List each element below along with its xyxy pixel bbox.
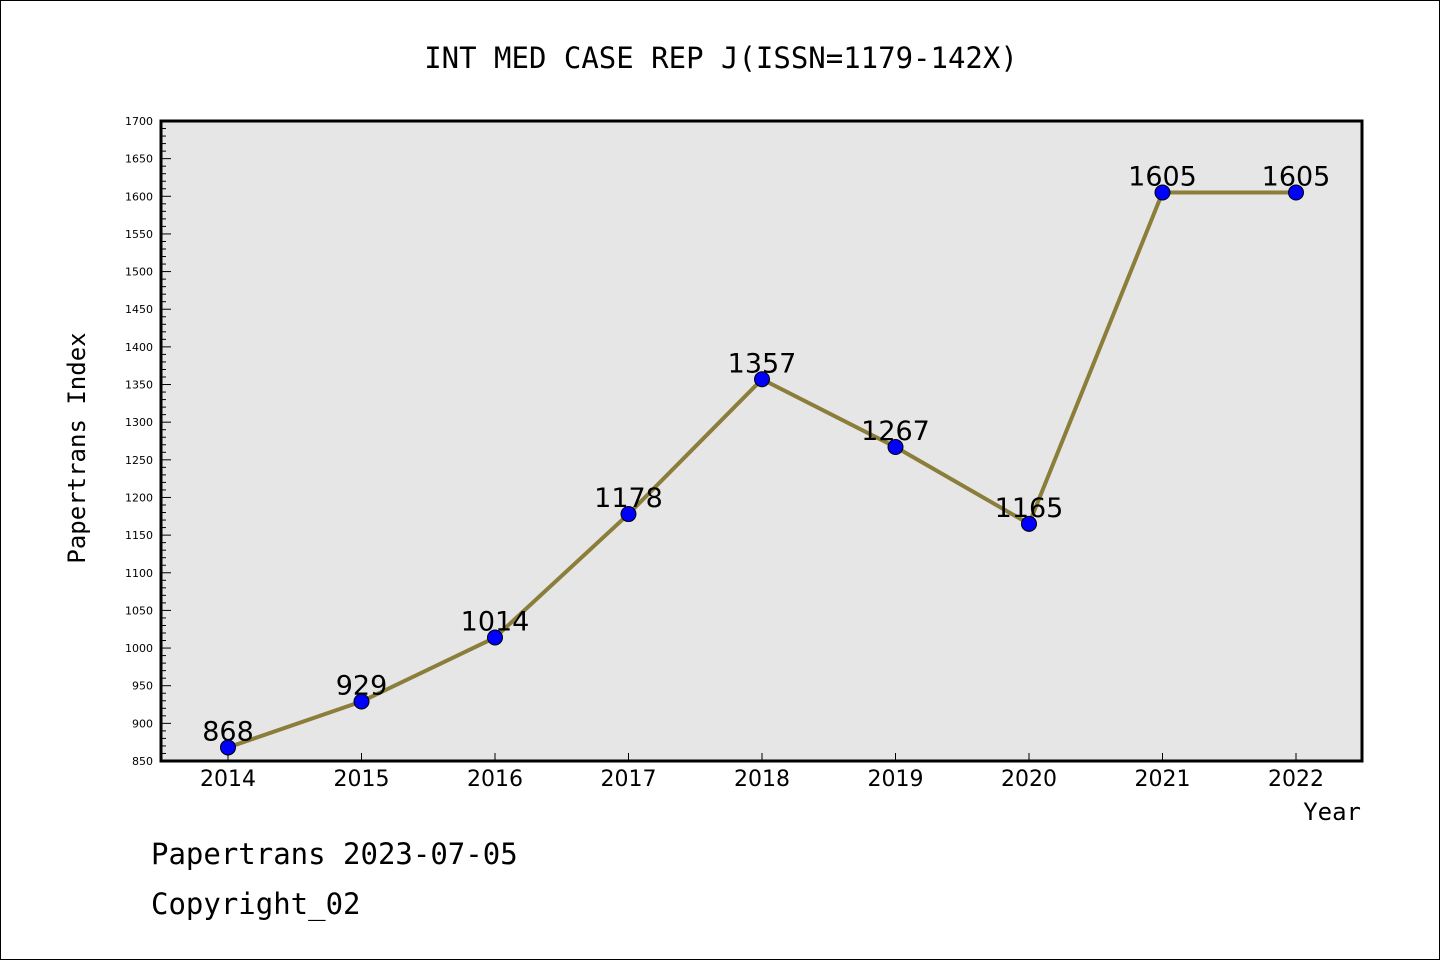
- y-tick-label: 1350: [125, 379, 153, 392]
- data-label-2014: 868: [202, 716, 254, 747]
- y-tick-label: 1100: [125, 567, 153, 580]
- y-tick-label: 900: [132, 717, 153, 730]
- x-axis: 2014 2015 2016 2017 2018 2019 2020 2021 2022: [200, 753, 1324, 792]
- x-tick-label: 2022: [1268, 767, 1324, 792]
- data-point-2019: [887, 439, 904, 456]
- data-point-2018: [754, 371, 770, 388]
- y-tick-label: 1400: [125, 341, 153, 354]
- x-tick-label: 2018: [734, 767, 790, 792]
- y-tick-label: 1550: [125, 228, 153, 241]
- plot-area: [159, 119, 1364, 763]
- y-tick-label: 1150: [125, 529, 153, 542]
- x-tick-label: 2016: [467, 767, 523, 792]
- x-tick-label: 2014: [200, 767, 256, 792]
- data-label-2018: 1357: [728, 348, 797, 379]
- y-tick-label: 1450: [125, 303, 153, 316]
- chart-title: INT MED CASE REP J(ISSN=1179-142X): [424, 41, 1018, 75]
- data-point-2015: [353, 693, 370, 710]
- y-tick-label: 950: [132, 680, 153, 693]
- y-axis-label: Papertrans Index: [63, 332, 91, 563]
- x-tick-label: 2019: [868, 767, 924, 792]
- data-point-2020: [1021, 515, 1037, 532]
- y-tick-label: 1600: [125, 190, 153, 203]
- data-label-2015: 929: [336, 671, 388, 702]
- data-point-2014: [220, 739, 236, 756]
- y-axis: 850 900 950 1000 1050 1100 1150 1200 1250 1300 135…: [125, 115, 171, 768]
- y-tick-label: 1700: [125, 115, 153, 128]
- data-point-2021: [1154, 184, 1171, 201]
- y-tick-label: 1000: [125, 642, 153, 655]
- data-label-2016: 1014: [461, 607, 530, 638]
- y-tick-label: 1300: [125, 416, 153, 429]
- data-point-2016: [487, 629, 503, 646]
- y-tick-label: 850: [132, 755, 153, 768]
- data-label-2020: 1165: [995, 493, 1064, 524]
- x-tick-label: 2020: [1001, 767, 1057, 792]
- x-tick-label: 2021: [1135, 767, 1191, 792]
- y-tick-label: 1650: [125, 153, 153, 166]
- data-label-2017: 1178: [594, 483, 663, 514]
- y-tick-label: 1200: [125, 491, 153, 504]
- data-label-2019: 1267: [861, 416, 930, 447]
- y-tick-label: 1500: [125, 266, 153, 279]
- y-tick-label: 1050: [125, 604, 153, 617]
- data-points: [220, 184, 1304, 756]
- data-label-2021: 1605: [1128, 162, 1197, 193]
- data-label-2022: 1605: [1262, 162, 1331, 193]
- y-tick-label: 1250: [125, 454, 153, 467]
- copyright-text: Copyright_02: [151, 887, 361, 921]
- x-tick-label: 2015: [334, 767, 390, 792]
- x-tick-label: 2017: [601, 767, 657, 792]
- data-point-2022: [1288, 184, 1304, 201]
- x-axis-label: Year: [1303, 798, 1361, 826]
- source-date-text: Papertrans 2023-07-05: [151, 837, 518, 871]
- data-point-2017: [620, 506, 637, 523]
- data-labels: 868 929 1014 1178 1357 1267 1165 1605 1605: [202, 162, 1330, 748]
